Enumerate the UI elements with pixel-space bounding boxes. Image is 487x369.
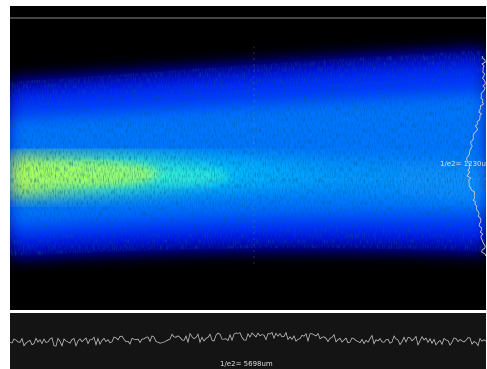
horizontal-profile-graph [10,331,486,347]
vertical-width-label: 1/e2= 1230um [440,160,486,168]
beam-image [10,6,486,310]
vertical-profile-curve [466,55,486,257]
horizontal-profile-panel: 1/e2= 5698um [10,313,486,369]
beam-image-panel[interactable]: 1/e2= 1230um [10,6,486,310]
horizontal-profile-curve [10,331,486,347]
beam-speckle [10,50,486,256]
horizontal-width-label: 1/e2= 5698um [220,360,273,368]
